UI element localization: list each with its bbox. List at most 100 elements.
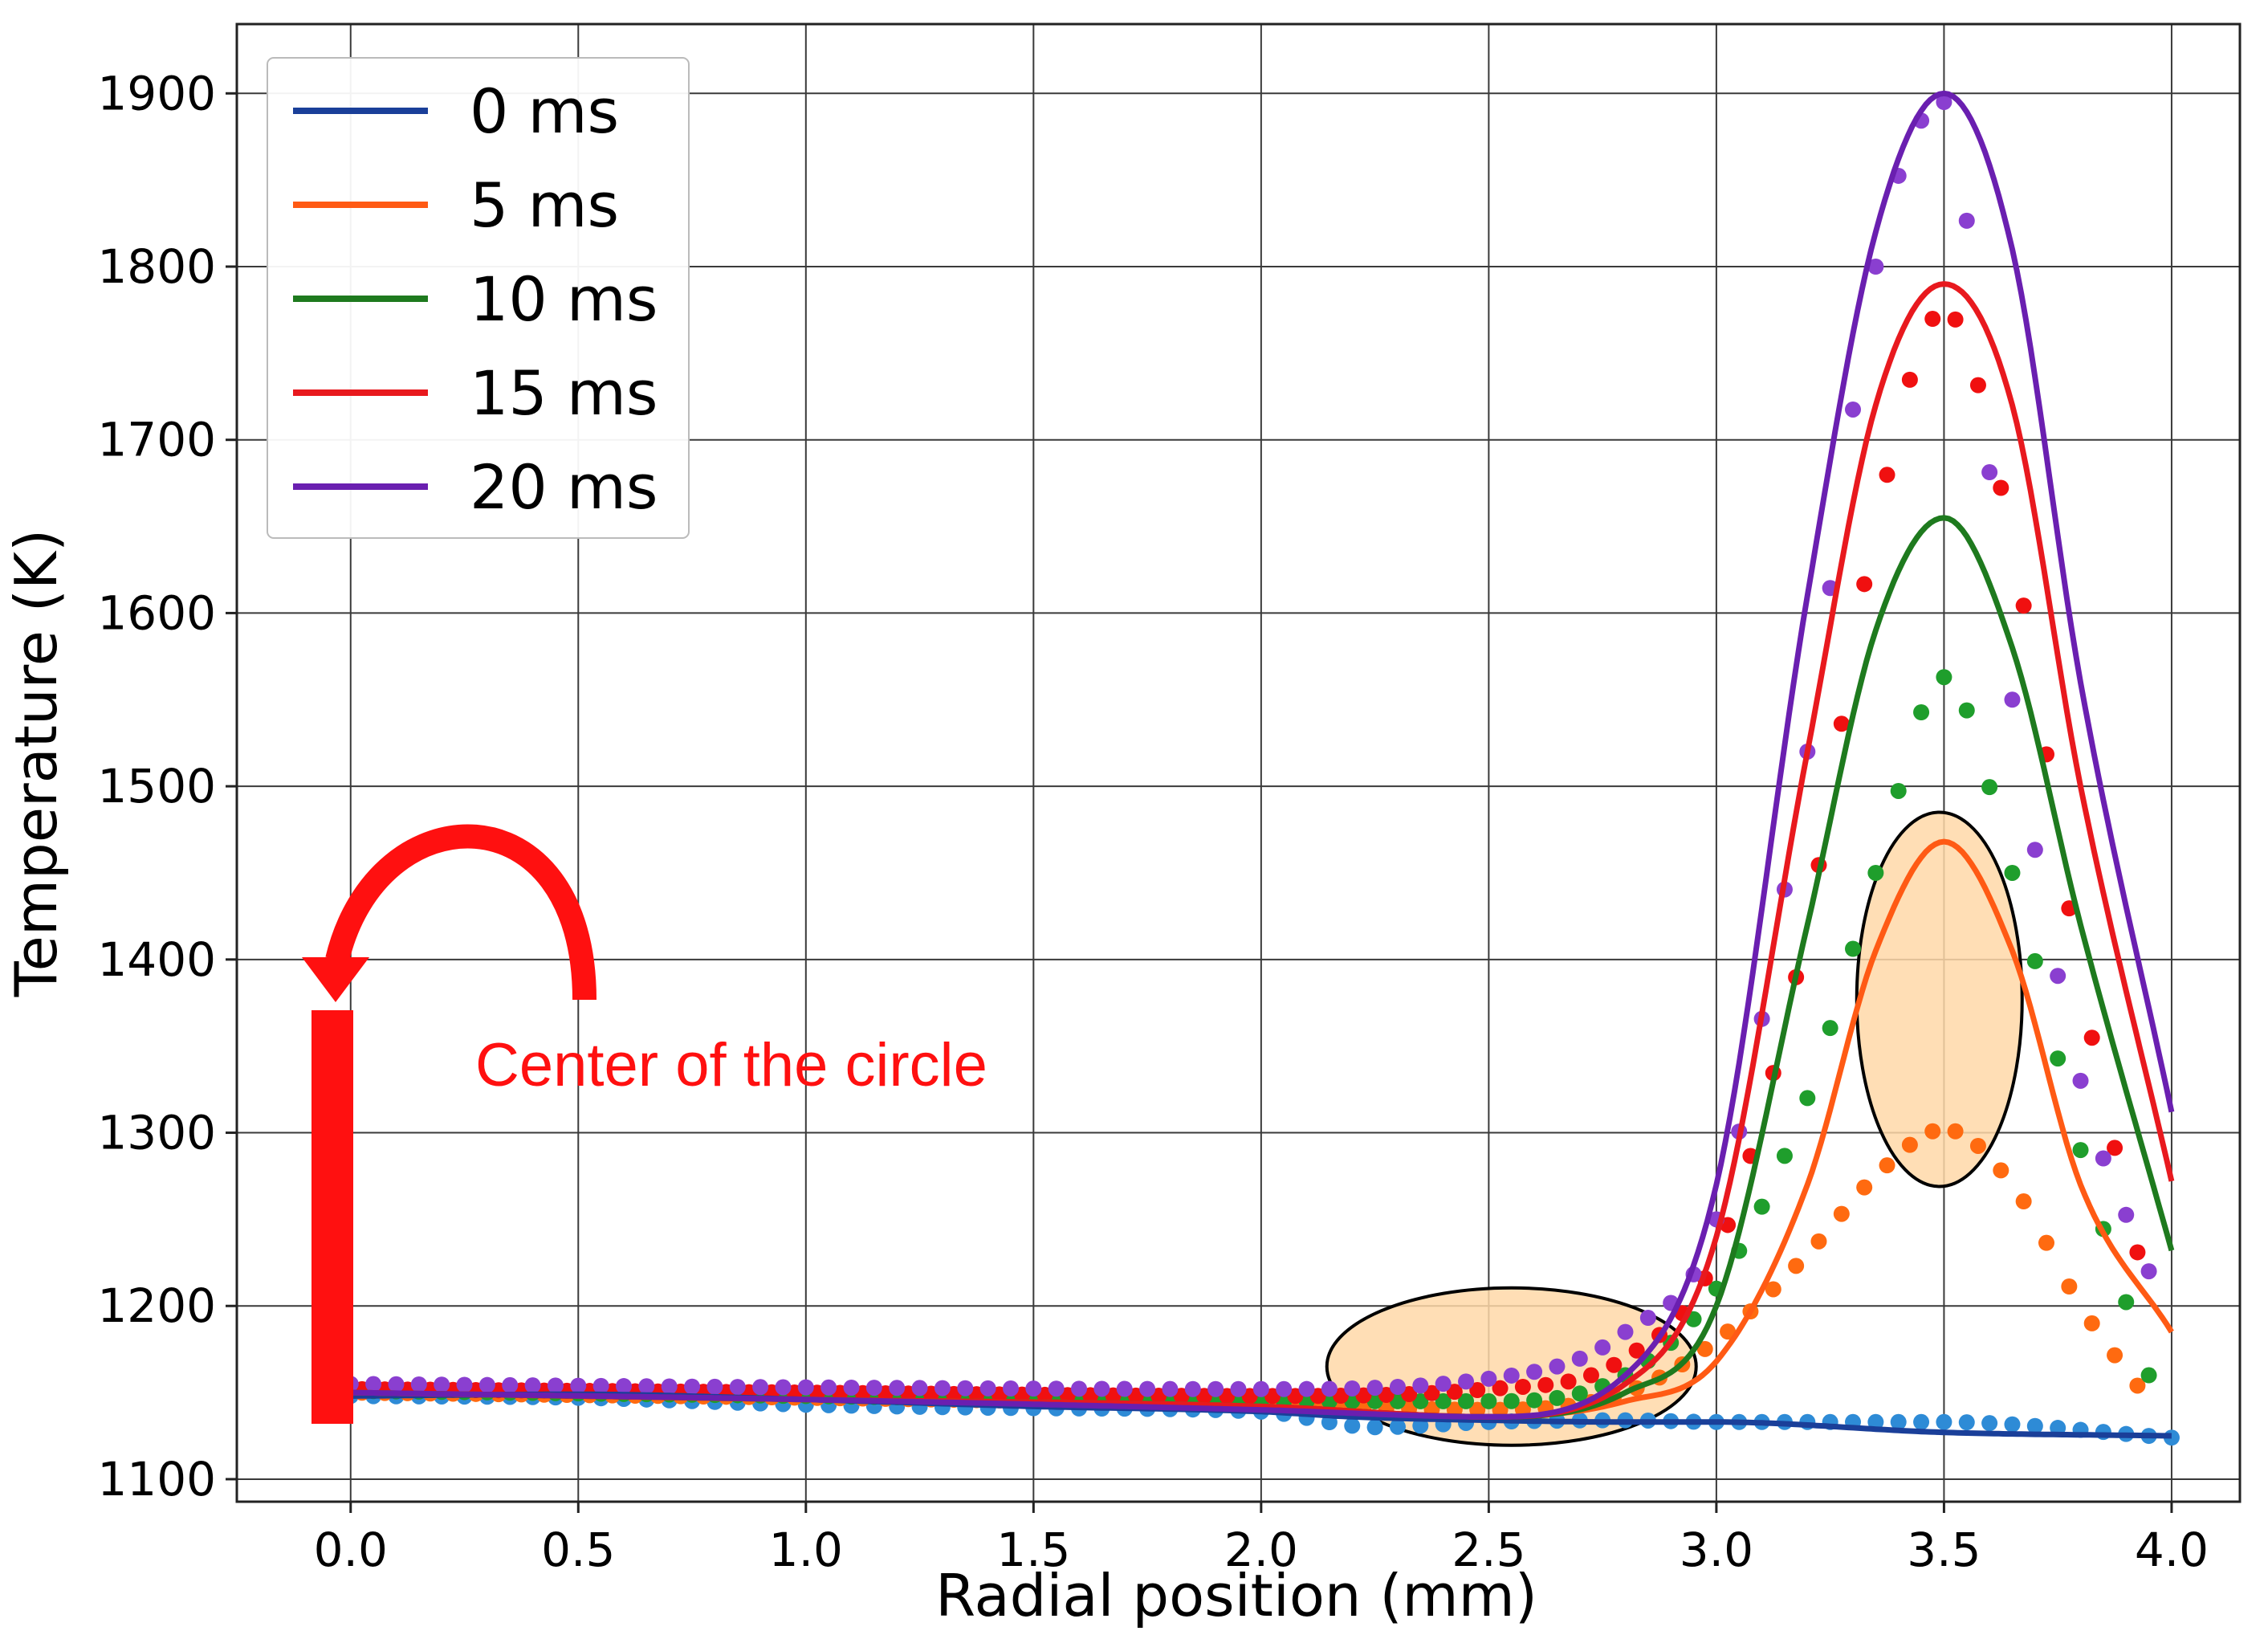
- data-point-5-ms: [2107, 1347, 2123, 1364]
- data-point-15-ms: [1560, 1373, 1577, 1390]
- data-point-20-ms: [684, 1378, 701, 1395]
- y-axis-title: Temperature (K): [2, 529, 70, 997]
- data-point-20-ms: [1458, 1373, 1475, 1390]
- data-point-20-ms: [1594, 1339, 1611, 1356]
- data-point-5-ms: [1696, 1340, 1713, 1357]
- data-point-20-ms: [388, 1376, 405, 1392]
- data-point-5-ms: [1492, 1401, 1509, 1418]
- data-point-20-ms: [1366, 1380, 1383, 1396]
- center-annotation: Center of the circle: [302, 824, 987, 1424]
- data-point-15-ms: [1628, 1342, 1645, 1359]
- data-point-20-ms: [843, 1379, 860, 1396]
- data-point-20-ms: [1093, 1380, 1110, 1397]
- data-point-5-ms: [1993, 1162, 2009, 1179]
- y-tick-label: 1200: [97, 1278, 216, 1333]
- data-point-10-ms: [1981, 779, 1998, 796]
- y-tick-label: 1800: [97, 239, 216, 294]
- data-point-20-ms: [1025, 1380, 1042, 1397]
- data-point-10-ms: [1890, 782, 1907, 799]
- data-point-20-ms: [1480, 1370, 1497, 1387]
- data-point-20-ms: [547, 1377, 564, 1394]
- data-point-5-ms: [1788, 1258, 1805, 1274]
- legend-label: 5 ms: [470, 169, 619, 241]
- data-point-10-ms: [1799, 1090, 1816, 1107]
- data-point-20-ms: [1139, 1380, 1156, 1397]
- data-point-20-ms: [1412, 1377, 1429, 1394]
- data-point-20-ms: [1936, 94, 1952, 111]
- data-point-20-ms: [456, 1376, 473, 1393]
- data-point-5-ms: [1879, 1157, 1895, 1174]
- data-point-20-ms: [957, 1380, 974, 1396]
- data-point-20-ms: [911, 1380, 928, 1396]
- data-point-20-ms: [1549, 1358, 1566, 1375]
- data-point-15-ms: [1606, 1356, 1623, 1373]
- series-line-20-ms: [350, 90, 2175, 1420]
- legend-label: 10 ms: [470, 263, 658, 335]
- data-point-15-ms: [1969, 377, 1986, 393]
- data-point-20-ms: [775, 1379, 792, 1396]
- data-point-10-ms: [1867, 864, 1884, 881]
- data-point-0-ms: [1890, 1413, 1907, 1430]
- data-point-5-ms: [2038, 1234, 2055, 1251]
- data-point-20-ms: [502, 1376, 519, 1393]
- data-point-0-ms: [1389, 1418, 1406, 1435]
- data-point-20-ms: [478, 1376, 495, 1393]
- data-point-15-ms: [1947, 311, 1964, 328]
- data-point-20-ms: [1435, 1376, 1452, 1392]
- data-point-15-ms: [2129, 1244, 2146, 1261]
- y-tick-label: 1300: [97, 1106, 216, 1160]
- data-point-20-ms: [1116, 1380, 1133, 1397]
- data-point-5-ms: [1833, 1205, 1850, 1222]
- data-point-10-ms: [2140, 1367, 2157, 1384]
- data-point-10-ms: [1958, 702, 1975, 719]
- data-point-20-ms: [1184, 1380, 1201, 1397]
- x-tick-label: 3.0: [1680, 1523, 1753, 1577]
- data-point-0-ms: [2004, 1416, 2021, 1433]
- data-point-20-ms: [410, 1376, 427, 1392]
- x-tick-label: 2.5: [1452, 1523, 1525, 1577]
- series-lines: [350, 90, 2175, 1439]
- data-point-5-ms: [1924, 1123, 1941, 1140]
- curved-arrow: [325, 824, 597, 1001]
- y-tick-label: 1700: [97, 413, 216, 467]
- data-point-5-ms: [1765, 1281, 1781, 1298]
- legend-label: 20 ms: [470, 451, 658, 523]
- data-point-5-ms: [1856, 1179, 1873, 1196]
- data-point-5-ms: [1469, 1401, 1486, 1418]
- data-point-20-ms: [1071, 1380, 1088, 1397]
- y-tick-label: 1900: [97, 66, 216, 120]
- data-point-15-ms: [1582, 1367, 1599, 1384]
- data-point-20-ms: [2140, 1263, 2157, 1280]
- arrow-head-icon: [302, 957, 369, 1002]
- data-point-20-ms: [1321, 1380, 1338, 1397]
- data-point-0-ms: [1913, 1413, 1930, 1430]
- center-bar: [311, 1010, 353, 1424]
- data-point-20-ms: [820, 1379, 837, 1396]
- data-point-10-ms: [1480, 1392, 1497, 1409]
- data-point-20-ms: [2118, 1206, 2135, 1223]
- y-tick-label: 1500: [97, 759, 216, 813]
- data-point-15-ms: [1833, 716, 1850, 732]
- data-point-20-ms: [434, 1376, 450, 1393]
- data-point-15-ms: [1993, 479, 2009, 496]
- data-point-20-ms: [865, 1380, 882, 1396]
- data-point-0-ms: [1958, 1414, 1975, 1431]
- data-point-20-ms: [1207, 1380, 1224, 1397]
- data-point-0-ms: [1344, 1417, 1361, 1434]
- data-point-10-ms: [1936, 669, 1952, 686]
- data-point-5-ms: [1720, 1323, 1737, 1340]
- data-point-20-ms: [797, 1379, 814, 1396]
- data-point-0-ms: [1936, 1413, 1952, 1430]
- data-point-5-ms: [2015, 1193, 2032, 1210]
- data-point-15-ms: [1423, 1384, 1440, 1401]
- data-point-10-ms: [2050, 1050, 2066, 1067]
- data-point-15-ms: [1514, 1378, 1531, 1395]
- data-point-10-ms: [1549, 1389, 1566, 1406]
- data-point-10-ms: [1503, 1392, 1520, 1409]
- data-point-20-ms: [570, 1377, 587, 1394]
- data-point-15-ms: [2107, 1140, 2123, 1156]
- data-point-20-ms: [1344, 1380, 1361, 1396]
- data-point-20-ms: [2004, 691, 2021, 708]
- data-point-20-ms: [1639, 1310, 1656, 1327]
- data-point-15-ms: [1492, 1380, 1509, 1396]
